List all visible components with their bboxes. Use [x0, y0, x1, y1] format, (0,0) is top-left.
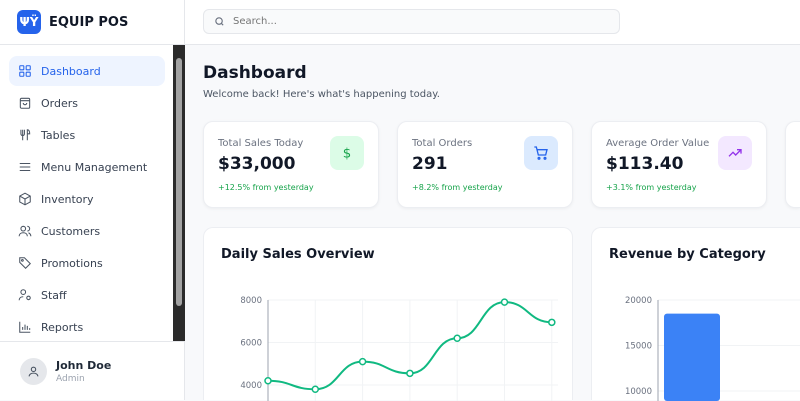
sidebar-item-label: Staff [41, 288, 67, 302]
sidebar-item-inventory[interactable]: Inventory [9, 184, 165, 214]
stat-change: +8.2% from yesterday [412, 183, 503, 192]
dollar-icon: $ [330, 136, 364, 170]
cart-icon [524, 136, 558, 170]
user-name: John Doe [56, 358, 112, 372]
search-input[interactable] [233, 16, 613, 27]
shopping-bag-icon [18, 96, 32, 110]
data-point [548, 318, 556, 327]
trending-up-icon [718, 136, 752, 170]
stat-card: Average Order Value $113.40 +3.1% from yes… [591, 121, 767, 208]
sidebar-item-label: Inventory [41, 192, 94, 206]
y-tick-label: 20000 [625, 296, 652, 306]
stat-value: $33,000 [218, 154, 296, 174]
bar-chart-icon [18, 320, 32, 334]
tag-icon [18, 256, 32, 270]
stat-label: Total Sales Today [218, 138, 304, 149]
page-subtitle: Welcome back! Here's what's happening to… [203, 89, 440, 100]
page-title: Dashboard [203, 63, 307, 83]
user-icon [28, 366, 39, 376]
data-point [311, 385, 320, 393]
app-title: EQUIP POS [49, 14, 129, 30]
stat-change: +12.5% from yesterday [218, 183, 314, 192]
grid-icon [18, 64, 32, 78]
sidebar-item-label: Reports [41, 320, 84, 334]
sidebar-item-promotions[interactable]: Promotions [9, 248, 165, 278]
scrollbar-thumb[interactable] [176, 58, 182, 306]
top-header [185, 0, 800, 45]
box-icon [18, 192, 32, 206]
revenue-category-title: Revenue by Category [609, 247, 766, 262]
data-point [500, 298, 509, 306]
stat-value: 291 [412, 154, 448, 174]
users-icon [18, 224, 32, 238]
avatar [20, 357, 47, 385]
y-tick-label: 15000 [625, 342, 652, 352]
y-tick-label: 10000 [625, 387, 652, 397]
sidebar-item-label: Dashboard [41, 64, 101, 78]
sidebar-item-label: Orders [41, 96, 78, 110]
stat-card-partial [785, 121, 800, 208]
sidebar-scrollbar[interactable] [173, 45, 185, 341]
stat-card: Total Sales Today $33,000 +12.5% from yest… [203, 121, 379, 208]
daily-sales-title: Daily Sales Overview [221, 247, 375, 262]
sidebar: ΨΫ EQUIP POS Dashboard Orders Tables Menu M… [0, 0, 185, 400]
staff-icon [18, 288, 32, 302]
sidebar-item-label: Promotions [41, 256, 103, 270]
user-role: Admin [56, 373, 85, 384]
sidebar-item-label: Tables [41, 128, 76, 142]
y-tick-label: 8000 [240, 296, 262, 306]
svg-text:$: $ [343, 147, 351, 161]
stat-change: +3.1% from yesterday [606, 183, 697, 192]
stat-label: Total Orders [412, 138, 473, 149]
sidebar-item-label: Customers [41, 224, 101, 238]
y-tick-label: 4000 [240, 381, 262, 391]
search-icon [215, 17, 224, 26]
data-point [453, 334, 461, 342]
data-point [406, 369, 414, 378]
revenue-category-panel: Revenue by Category 10000 15000 20000 [591, 227, 800, 401]
stat-value: $113.40 [606, 154, 684, 174]
sidebar-item-label: Menu Management [41, 160, 148, 174]
sidebar-item-tables[interactable]: Tables [9, 120, 165, 150]
daily-sales-panel: Daily Sales Overview 4000 6000 8000 [203, 227, 573, 401]
sidebar-item-dashboard[interactable]: Dashboard [9, 56, 165, 86]
user-profile[interactable]: John Doe Admin [0, 341, 185, 400]
sidebar-item-reports[interactable]: Reports [9, 312, 165, 342]
stat-card: Total Orders 291 +8.2% from yesterday [397, 121, 573, 208]
bar-chart: 10000 15000 20000 [625, 296, 800, 401]
sidebar-item-customers[interactable]: Customers [9, 216, 165, 246]
sidebar-item-staff[interactable]: Staff [9, 280, 165, 310]
menu-icon [18, 160, 32, 174]
sidebar-item-orders[interactable]: Orders [9, 88, 165, 118]
logo[interactable]: ΨΫ EQUIP POS [0, 0, 184, 45]
sidebar-nav: Dashboard Orders Tables Menu Management Inve… [0, 45, 173, 341]
line-chart: 4000 6000 8000 [240, 296, 558, 401]
category-bar [664, 313, 720, 401]
y-tick-label: 6000 [240, 339, 262, 349]
sidebar-item-menu-management[interactable]: Menu Management [9, 152, 165, 182]
data-point [358, 357, 367, 366]
utensils-icon [18, 128, 32, 142]
search-box[interactable] [203, 9, 620, 34]
stat-label: Average Order Value [606, 138, 710, 149]
data-point [264, 377, 272, 385]
utensils-logo-icon: ΨΫ [17, 10, 41, 34]
